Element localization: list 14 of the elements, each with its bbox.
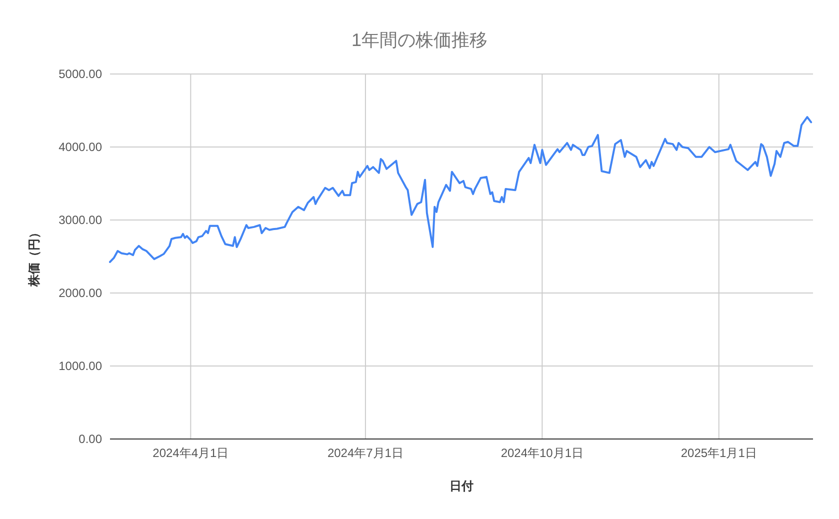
line-series xyxy=(109,116,812,263)
chart-title: 1年間の株価推移 xyxy=(351,30,488,50)
x-axis-title: 日付 xyxy=(450,479,474,493)
y-axis-title: 株価（円） xyxy=(27,226,41,288)
y-tick-label: 3000.00 xyxy=(58,213,102,227)
y-tick-label: 2000.00 xyxy=(58,286,102,300)
y-tick-label: 1000.00 xyxy=(58,359,102,373)
x-tick-label: 2024年7月1日 xyxy=(327,446,404,460)
y-tick-label: 5000.00 xyxy=(58,67,102,81)
x-tick-label: 2024年4月1日 xyxy=(152,446,229,460)
x-tick-label: 2025年1月1日 xyxy=(680,446,757,460)
x-tick-label: 2024年10月1日 xyxy=(500,446,584,460)
y-tick-label: 0.00 xyxy=(78,432,102,446)
y-tick-label: 4000.00 xyxy=(58,140,102,154)
